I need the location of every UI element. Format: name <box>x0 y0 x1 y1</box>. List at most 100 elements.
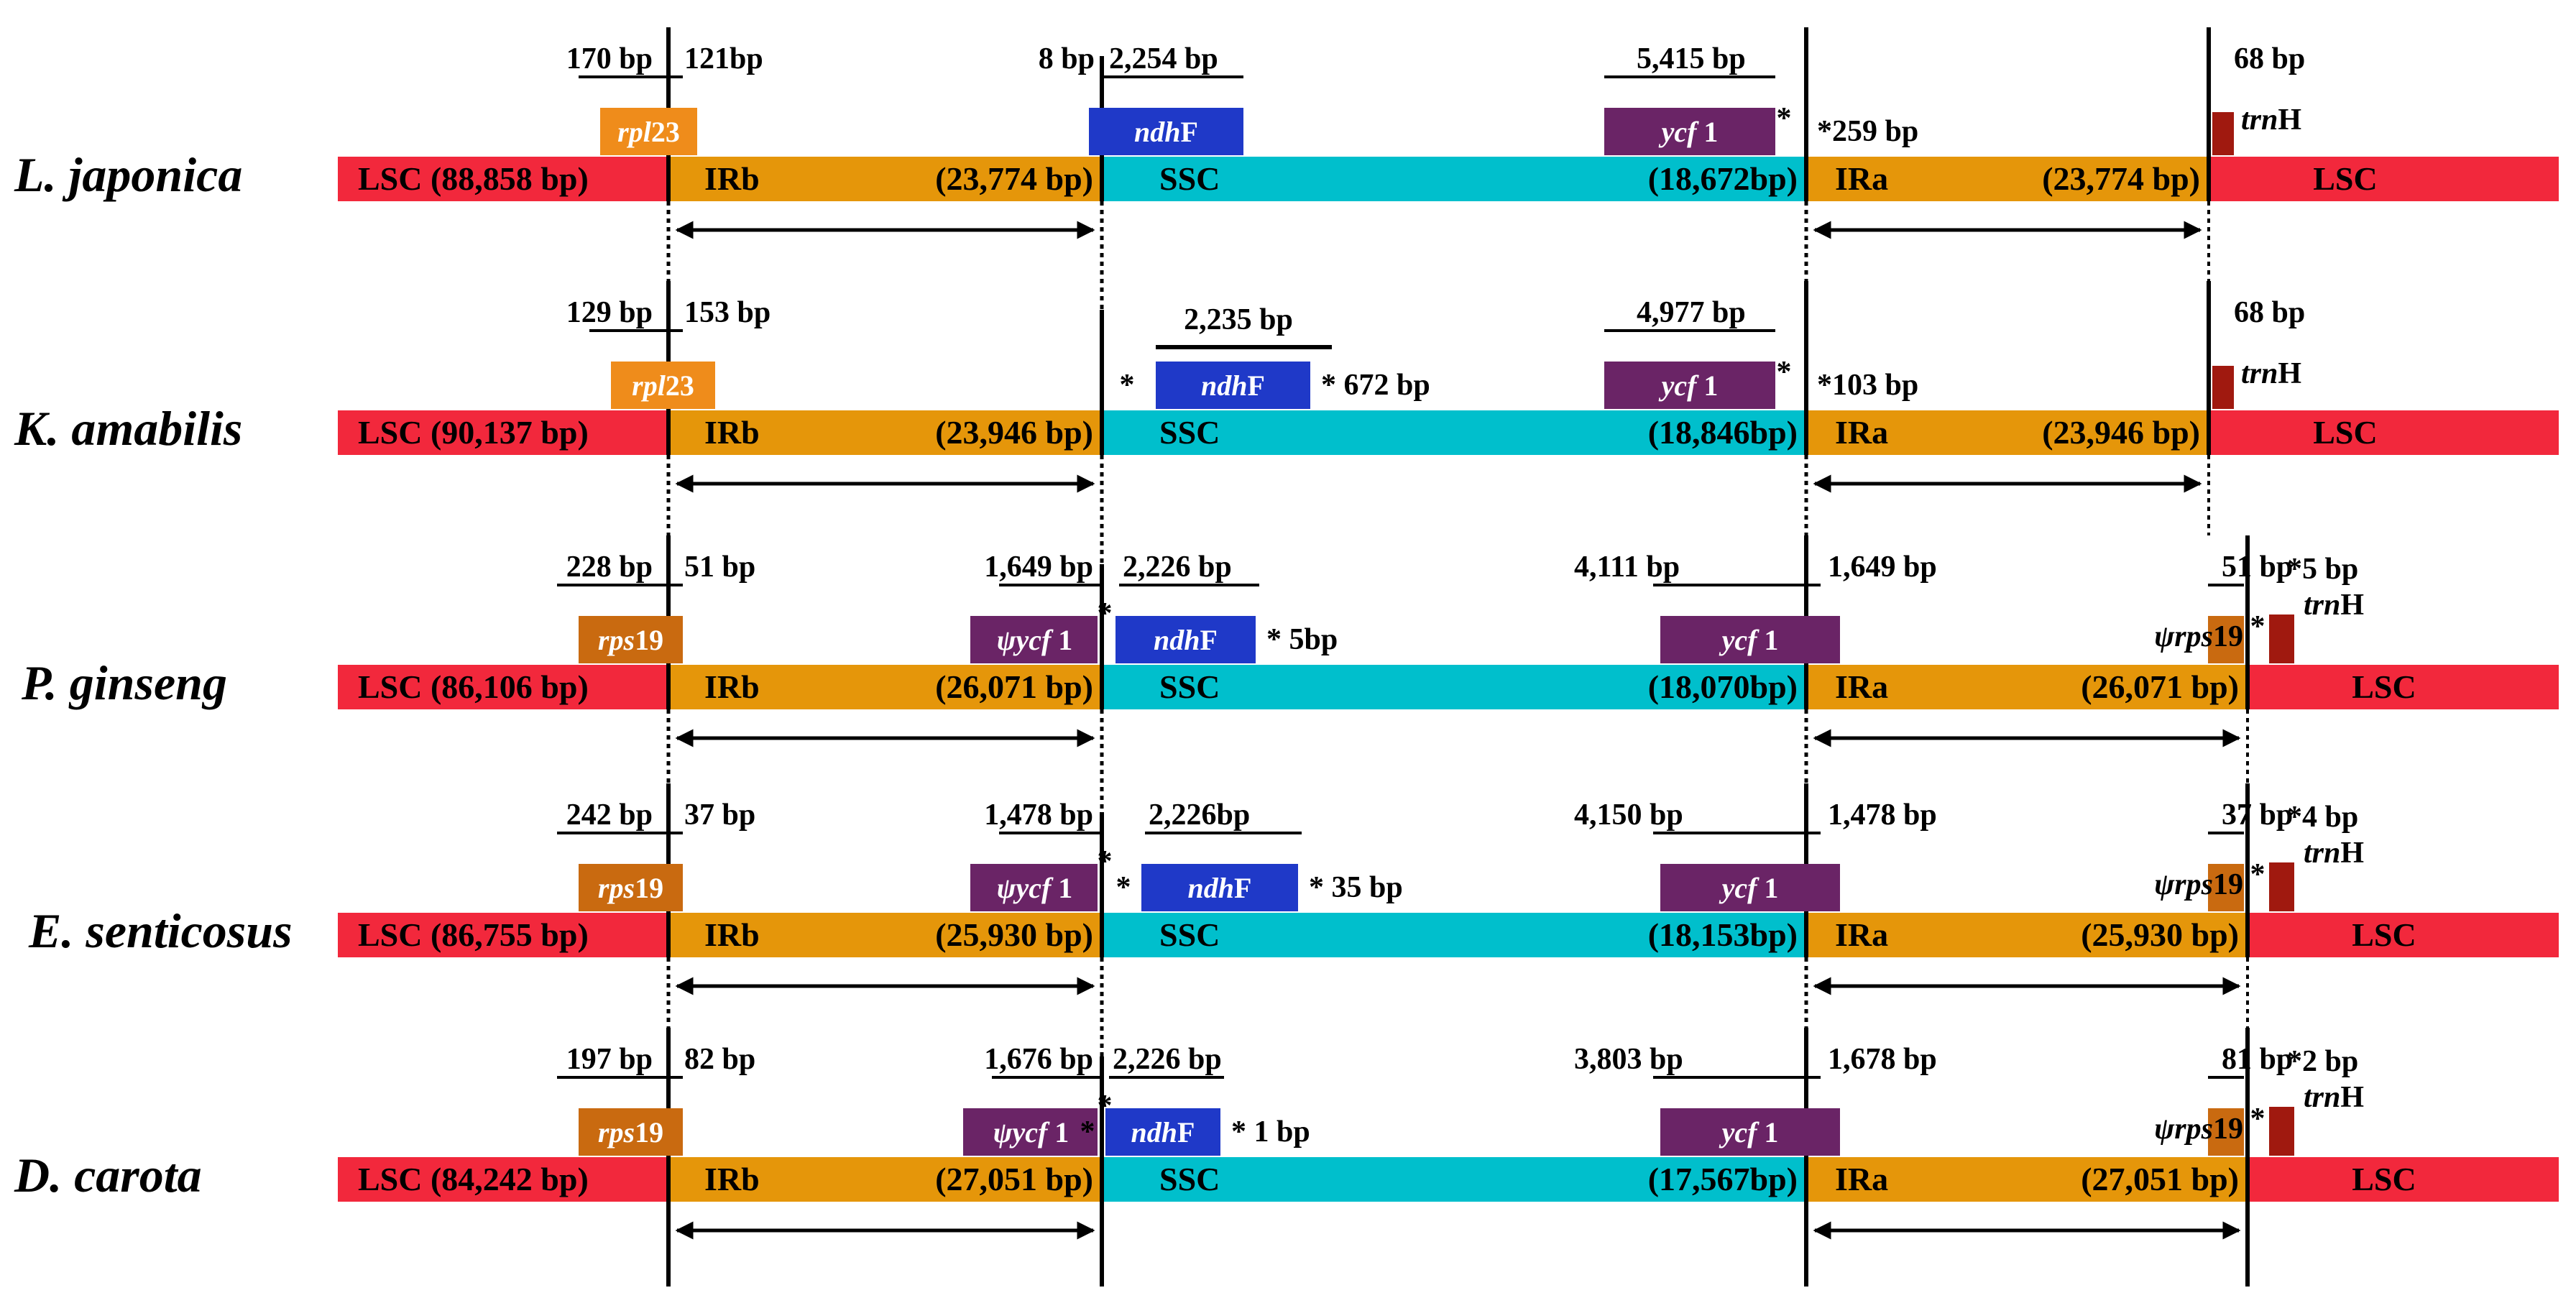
trnH-label-suffix: H <box>2278 357 2301 390</box>
irb-segment <box>668 665 1102 709</box>
ycf1-label-suffix: 1 <box>1764 624 1778 656</box>
ycf1-label-suffix: 1 <box>1764 1116 1778 1149</box>
psi-ycf1-label: ψycf 1 <box>997 624 1073 656</box>
ycf1-star: * <box>1777 102 1792 135</box>
jlb-gene-label-italic: rpl <box>617 116 652 148</box>
psi-ycf1-label-italic: ψycf <box>997 624 1059 656</box>
trnH-box <box>2269 615 2294 663</box>
jlb-gene-label-suffix: 23 <box>651 116 680 148</box>
ycf1-label-italic: ycf <box>1659 116 1704 148</box>
jlb-gene-box <box>611 362 715 409</box>
ycf1-right-length: *103 bp <box>1817 369 1918 402</box>
lsc-left-label: LSC (86,755 bp) <box>358 916 589 953</box>
ssc-length: (17,567bp) <box>1648 1161 1798 1197</box>
psi-ycf1-length: 1,478 bp <box>984 798 1093 832</box>
ycf1-label: ycf 1 <box>1719 872 1779 904</box>
ssc-segment <box>1102 665 1806 709</box>
psi-rps19-label-suffix: 19 <box>2213 620 2243 653</box>
jlb-left-length: 129 bp <box>566 296 653 329</box>
jlb-gene-box <box>579 1108 683 1156</box>
lsc-right-segment <box>2209 157 2559 201</box>
ssc-length: (18,153bp) <box>1648 916 1798 953</box>
ndhF-right-length: * 1 bp <box>1231 1115 1310 1149</box>
irb-label: IRb <box>704 916 760 953</box>
trnH-label-suffix: H <box>2340 589 2364 622</box>
ira-label: IRa <box>1835 1161 1888 1197</box>
psi-ycf1-label-suffix: 1 <box>1054 1116 1069 1149</box>
ndhF-label: ndhF <box>1131 1116 1195 1149</box>
jlb-gene-label-italic: rps <box>598 624 635 656</box>
species-row-3: P. ginseng LSC (86,106 bp) IRb (26,071 bp) S… <box>21 535 2559 812</box>
ndhF-length: 2,226 bp <box>1113 1043 1222 1076</box>
ndhF-length: 2,235 bp <box>1184 303 1293 336</box>
species-name: D. carota <box>14 1148 202 1202</box>
ndhF-box <box>1141 864 1298 911</box>
ycf1-label: ycf 1 <box>1719 1116 1779 1149</box>
ycf1-star: * <box>1777 356 1792 389</box>
psi-ycf1-label-suffix: 1 <box>1058 624 1072 656</box>
trnH-label-suffix: H <box>2340 837 2364 870</box>
ssc-length: (18,070bp) <box>1648 668 1798 705</box>
irb-length: (25,930 bp) <box>935 916 1093 953</box>
ycf1-right-length: 1,678 bp <box>1828 1043 1937 1076</box>
psi-rps19-label-italic: ψrps <box>2154 1113 2213 1146</box>
ycf1-label: ycf 1 <box>1659 116 1719 148</box>
jlb-gene-box <box>579 864 683 911</box>
psi-rps19-label-italic: ψrps <box>2154 620 2213 653</box>
psi-rps19-length: 51 bp <box>2222 551 2293 584</box>
trnH-label-suffix: H <box>2340 1081 2364 1114</box>
jlb-gene-box <box>600 108 697 155</box>
jlb-gene-label-suffix: 19 <box>635 624 663 656</box>
jlb-left-length: 197 bp <box>566 1043 653 1076</box>
lsc-left-label: LSC (88,858 bp) <box>358 160 589 197</box>
lsc-right-label: LSC <box>2352 1161 2416 1197</box>
ira-length: (25,930 bp) <box>2081 916 2239 953</box>
ssc-label: SSC <box>1159 1161 1220 1197</box>
ssc-length: (18,672bp) <box>1648 160 1798 197</box>
ndhF-left-star: * <box>1116 871 1131 904</box>
trnH-length: *4 bp <box>2287 801 2358 834</box>
trnH-label-italic: trn <box>2304 589 2340 622</box>
ira-segment <box>1806 410 2209 455</box>
ycf1-length: 5,415 bp <box>1637 42 1746 75</box>
ycf1-label-suffix: 1 <box>1703 369 1718 402</box>
jlb-gene-label-suffix: 23 <box>666 369 694 402</box>
trnH-length: *2 bp <box>2287 1045 2358 1078</box>
ira-segment <box>1806 665 2248 709</box>
ycf1-box <box>1604 108 1775 155</box>
irb-segment <box>668 410 1102 455</box>
jlb-left-length: 242 bp <box>566 798 653 832</box>
psi-rps19-length: 81 bp <box>2222 1043 2293 1076</box>
lsc-right-segment <box>2248 1157 2559 1202</box>
ira-length: (27,051 bp) <box>2081 1161 2239 1197</box>
psi-ycf1-length: 1,649 bp <box>984 551 1093 584</box>
ycf1-length: 3,803 bp <box>1574 1043 1683 1076</box>
ndhF-right-length: * 35 bp <box>1309 871 1403 904</box>
psi-ycf1-box <box>970 616 1098 663</box>
psi-ycf1-label-suffix: 1 <box>1058 872 1072 904</box>
ycf1-label: ycf 1 <box>1719 624 1779 656</box>
ira-length: (23,946 bp) <box>2042 414 2200 451</box>
ycf1-label-italic: ycf <box>1719 1116 1765 1149</box>
ndhF-label: ndhF <box>1188 872 1252 904</box>
psi-rps19-box <box>2208 864 2244 911</box>
trnH-star: * <box>2250 858 2266 891</box>
psi-ycf1-box <box>970 864 1098 911</box>
species-name: K. amabilis <box>14 401 242 456</box>
trnH-label-italic: trn <box>2241 103 2278 137</box>
lsc-left-label: LSC (84,242 bp) <box>358 1161 589 1197</box>
ndhF-label-italic: ndh <box>1134 116 1181 148</box>
psi-rps19-label-italic: ψrps <box>2154 868 2213 901</box>
species-name: E. senticosus <box>28 903 293 958</box>
trnH-label: trnH <box>2241 357 2301 390</box>
jlb-right-length: 37 bp <box>684 798 755 832</box>
irb-length: (26,071 bp) <box>935 668 1093 705</box>
jlb-gene-label-suffix: 19 <box>635 1116 663 1149</box>
psi-rps19-label-suffix: 19 <box>2213 868 2243 901</box>
ndhF-label-italic: ndh <box>1131 1116 1178 1149</box>
ndhF-label: ndhF <box>1201 369 1265 402</box>
psi-rps19-label: ψrps19 <box>2154 868 2243 901</box>
jlb-left-length: 228 bp <box>566 551 653 584</box>
ndhF-right-length: * 672 bp <box>1321 369 1430 402</box>
ira-segment <box>1806 1157 2248 1202</box>
